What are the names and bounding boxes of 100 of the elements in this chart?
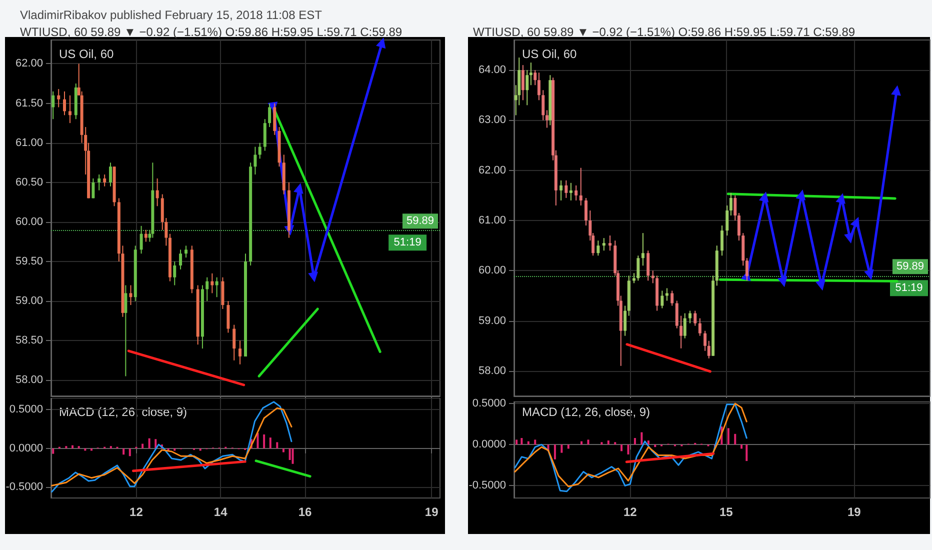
candlestick: [103, 174, 106, 187]
x-tick-label: 12: [623, 505, 638, 519]
candlestick: [720, 225, 724, 256]
candlestick: [68, 94, 72, 124]
bar: [263, 434, 266, 448]
y-tick-label: 0.5000: [472, 398, 506, 410]
y-tick-label: 59.00: [478, 314, 506, 327]
x-tick-label: 14: [214, 505, 228, 519]
bar: [560, 444, 563, 453]
candlestick: [232, 324, 236, 361]
chart-title: VladimirRibakov published February 15, 2018 11:08 EST: [20, 8, 323, 22]
bar: [554, 444, 556, 460]
bar: [614, 442, 616, 445]
y-tick-label: 58.00: [15, 374, 43, 386]
candlestick: [608, 235, 612, 252]
point: [816, 280, 826, 291]
chart-subtitle: WTIUSD, 60 59.89 ▼ −0.92 (−1.51%) O:59.86 H:59.95 L:59.71 C:59.89: [20, 25, 402, 39]
annotation: 51:19: [394, 236, 422, 249]
bar: [640, 432, 643, 445]
bar: [534, 440, 536, 445]
candlestick: [564, 180, 568, 198]
candlestick: [734, 194, 737, 222]
bar: [520, 438, 523, 445]
bar: [128, 448, 131, 456]
candlestick: [273, 102, 276, 136]
bar: [567, 444, 570, 449]
candlestick: [694, 310, 697, 326]
candlestick: [646, 250, 650, 282]
point: [777, 276, 788, 288]
point: [796, 190, 806, 200]
candlestick: [129, 284, 132, 306]
candlestick: [258, 142, 262, 160]
chart-subtitle: WTIUSD, 60 59.89 ▼ −0.92 (−1.51%) O:59.86 H:59.95 L:59.71 C:59.89: [473, 25, 856, 39]
candlestick: [226, 300, 230, 334]
candlestick: [57, 88, 60, 108]
candlestick: [221, 276, 224, 310]
bar: [627, 444, 630, 454]
candlestick: [108, 162, 112, 187]
bar: [580, 441, 583, 445]
candlestick: [670, 290, 674, 306]
y-tick-label: -0.5000: [468, 480, 506, 492]
candlestick: [680, 315, 683, 349]
bar: [516, 440, 518, 445]
candlestick: [144, 229, 148, 242]
ref-line-label: 59.89: [406, 215, 434, 228]
point: [844, 232, 854, 244]
candlestick: [526, 70, 529, 106]
candlestick: [651, 270, 654, 284]
candlestick: [579, 167, 582, 206]
candlestick: [254, 146, 257, 175]
bar: [288, 448, 291, 460]
y-tick-label: 59.00: [15, 295, 43, 308]
candlestick: [707, 340, 710, 359]
point: [376, 38, 386, 49]
candlestick: [537, 72, 540, 101]
bar: [620, 444, 623, 452]
x-tick-label: 12: [130, 505, 144, 519]
candlestick: [602, 238, 606, 252]
y-tick-label: 60.00: [478, 264, 506, 277]
x-tick-label: 16: [298, 505, 312, 519]
bar: [256, 432, 259, 448]
candlestick: [268, 102, 272, 128]
candlestick: [545, 110, 548, 128]
point: [758, 192, 769, 202]
y-tick-label: 0.5000: [9, 404, 43, 416]
candlestick: [521, 64, 524, 101]
candlestick: [52, 90, 55, 120]
candlestick: [63, 90, 66, 116]
bar: [269, 438, 272, 448]
candlestick: [98, 174, 101, 191]
bar: [607, 440, 610, 445]
bar: [527, 441, 530, 445]
bar: [148, 438, 150, 448]
candlestick: [206, 276, 209, 302]
bar: [654, 444, 656, 448]
point: [308, 272, 318, 282]
candlestick: [534, 70, 537, 86]
x-tick-label: 19: [847, 505, 862, 519]
y-tick-label: 61.00: [478, 214, 506, 227]
candlestick: [660, 290, 664, 309]
candlestick: [173, 261, 176, 286]
bar: [600, 442, 603, 445]
y-tick-label: 61.00: [15, 136, 43, 149]
candlestick: [179, 249, 182, 270]
candlestick: [584, 197, 588, 226]
y-tick-label: 0.0000: [9, 442, 43, 454]
candlestick: [140, 225, 143, 254]
x-tick-label: 15: [719, 505, 734, 519]
candlestick: [529, 62, 532, 86]
y-tick-label: -0.5000: [6, 481, 43, 494]
candlestick: [542, 90, 545, 121]
y-tick-label: 0.0000: [472, 438, 506, 451]
y-tick-label: 63.00: [478, 114, 506, 126]
candlestick: [683, 312, 686, 339]
candlestick: [636, 255, 640, 282]
candlestick: [92, 178, 95, 199]
y-tick-label: 60.50: [15, 176, 43, 188]
candlestick: [238, 340, 242, 365]
y-tick-label: 58.50: [15, 334, 43, 347]
point: [864, 269, 874, 280]
